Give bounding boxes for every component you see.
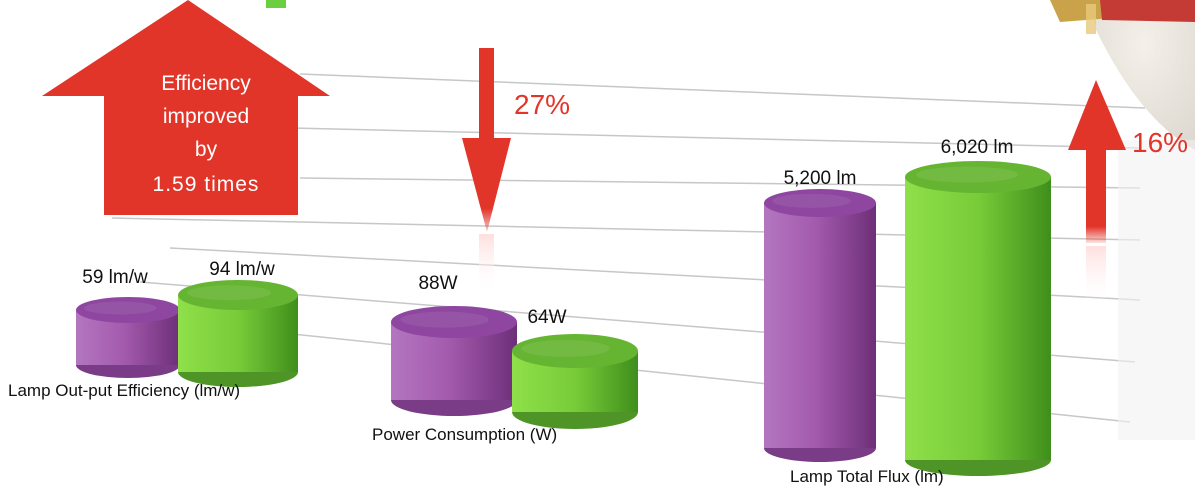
efficiency-line-4: 1.59 times	[153, 173, 260, 196]
bar-1-1	[512, 334, 638, 429]
bar-0-0	[76, 297, 180, 378]
category-label-power: Power Consumption (W)	[372, 425, 557, 444]
flux-change-label: 16%	[1132, 127, 1188, 158]
value-label-59: 59 lm/w	[82, 267, 148, 288]
grid-line	[291, 127, 1141, 149]
bars	[76, 161, 1051, 476]
bar-2-1	[905, 161, 1051, 476]
category-label-efficiency: Lamp Out-put Efficiency (lm/w)	[8, 381, 240, 400]
flux-up-arrow: 16%	[1068, 80, 1188, 306]
lamp-glow	[1118, 140, 1195, 440]
value-label-5200: 5,200 lm	[784, 168, 857, 189]
value-label-94: 94 lm/w	[209, 259, 275, 280]
bar-0-1	[178, 280, 298, 387]
category-label-flux: Lamp Total Flux (lm)	[790, 467, 944, 486]
bar-1-0	[391, 306, 517, 416]
efficiency-arrow: Efficiency improved by 1.59 times	[42, 0, 330, 215]
bar-2-0	[764, 189, 876, 462]
value-label-64: 64W	[527, 307, 566, 328]
green-tab	[266, 0, 286, 8]
value-label-6020: 6,020 lm	[941, 137, 1014, 158]
value-label-88: 88W	[418, 273, 457, 294]
efficiency-line-3: by	[195, 138, 218, 161]
efficiency-line-2: improved	[163, 105, 249, 128]
efficiency-line-1: Efficiency	[161, 72, 251, 95]
power-change-label: 27%	[514, 89, 570, 120]
power-down-arrow: 27%	[462, 48, 570, 294]
lamp-image	[1050, 0, 1195, 150]
grid-line	[299, 73, 1146, 109]
